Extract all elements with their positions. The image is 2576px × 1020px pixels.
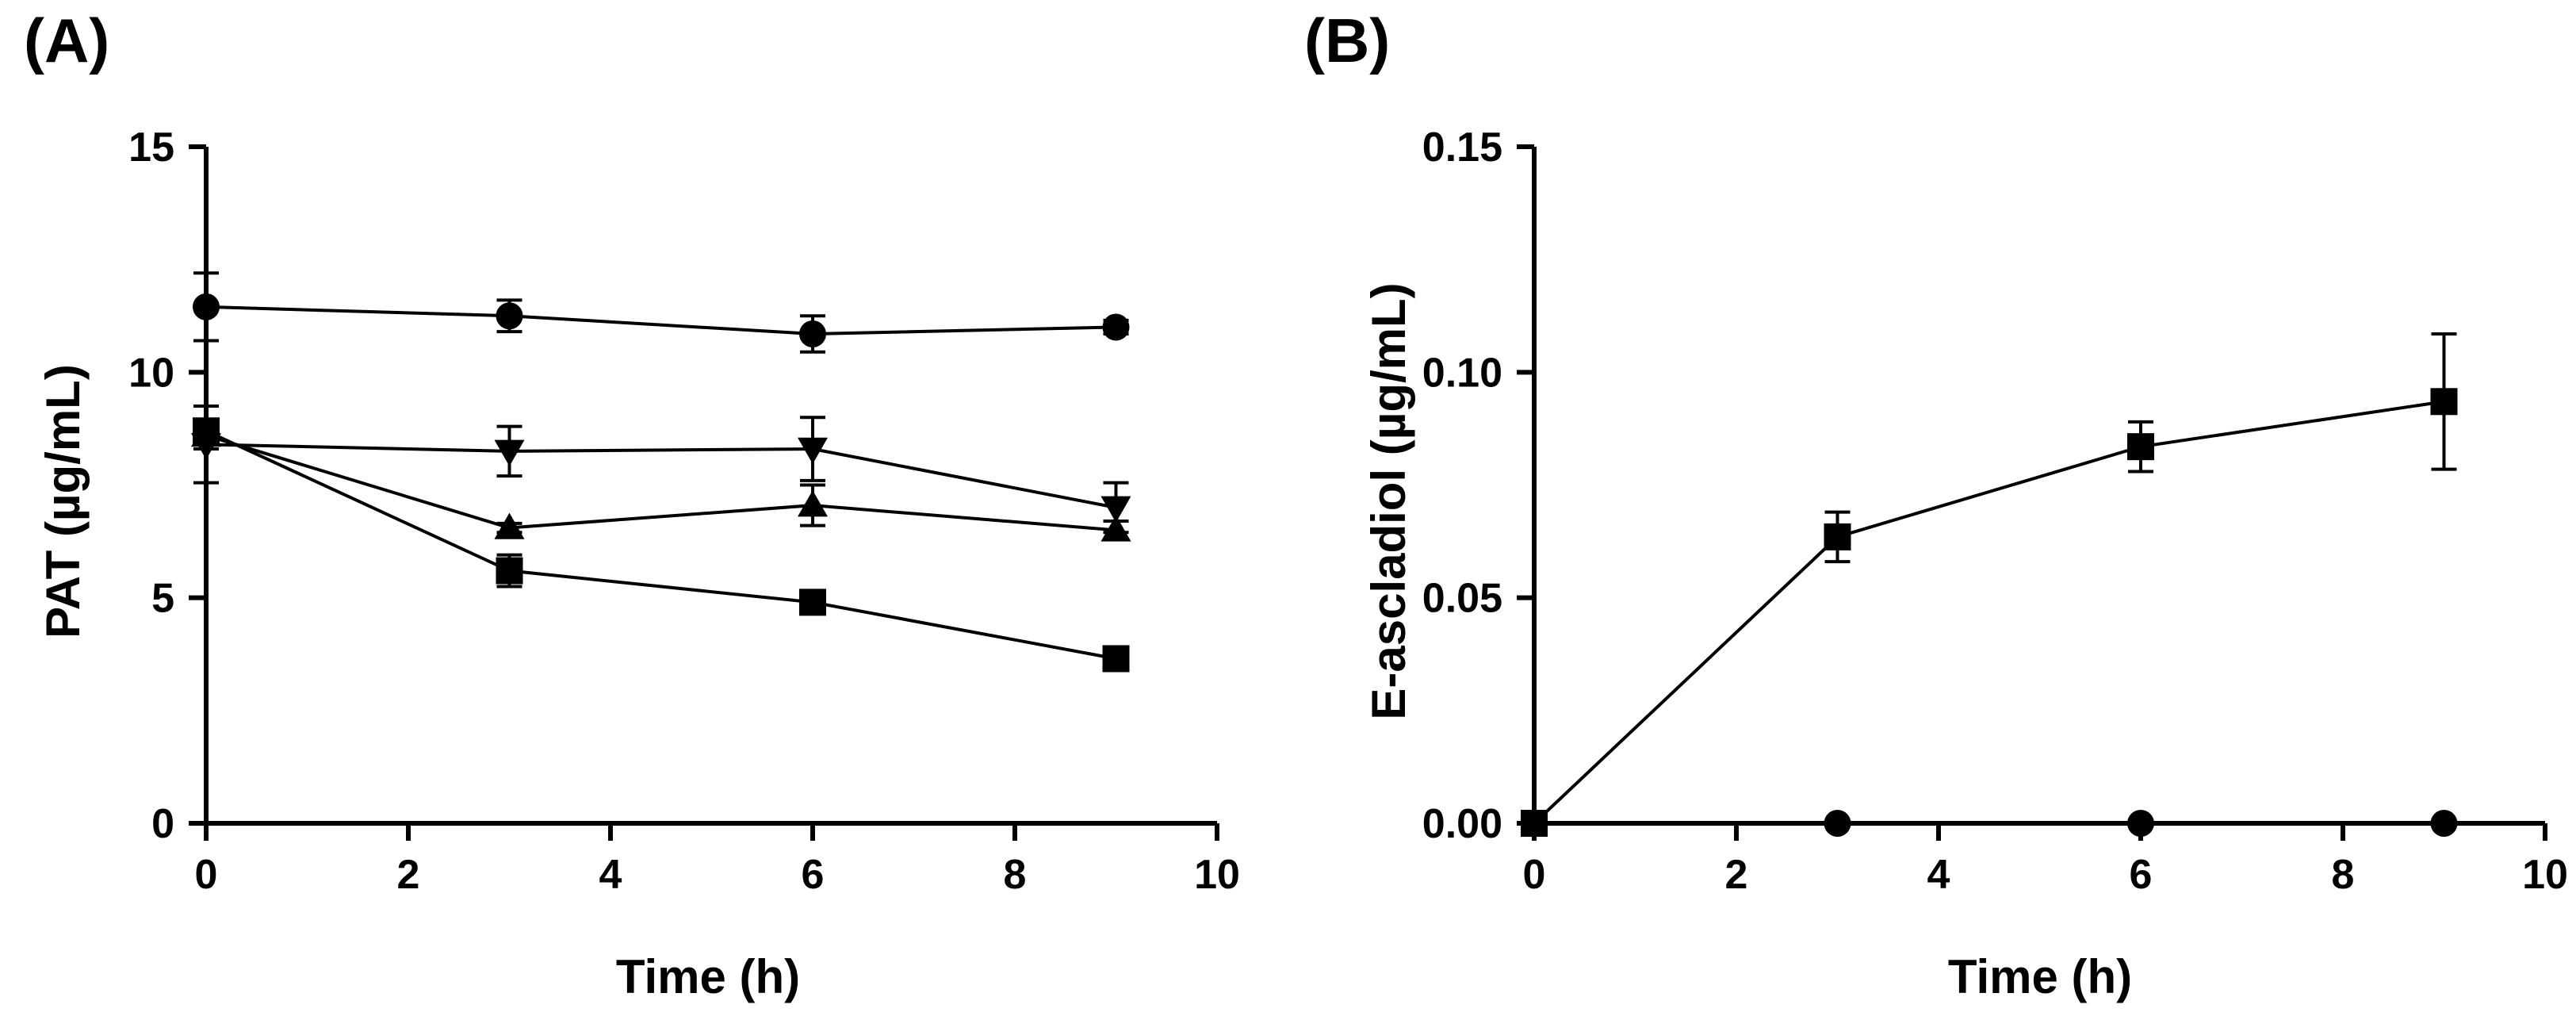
panel-a-series-triangle-up-point <box>494 512 525 539</box>
panel-a-series-square-point <box>496 557 523 585</box>
panel-a-x-tick-label: 0 <box>195 852 218 898</box>
panel-a-y-tick-label: 0 <box>151 801 174 847</box>
panel-b-series-circle <box>1521 810 2458 837</box>
panel-b-x-tick-label: 0 <box>1523 852 1546 898</box>
panel-a-x-tick-label: 4 <box>599 852 622 898</box>
panel-b-x-tick-label: 6 <box>2130 852 2153 898</box>
panel-b-label: (B) <box>1304 6 1390 75</box>
panel-a-y-tick-label: 15 <box>128 125 174 171</box>
panel-b-x-axis-title: Time (h) <box>1948 950 2132 1003</box>
panel-b-x-tick-label: 10 <box>2522 852 2568 898</box>
panel-a-y-axis-title: PAT (µg/mL) <box>36 364 90 638</box>
panel-a-x-tick-label: 2 <box>397 852 420 898</box>
panel-a-series-circle-point <box>799 320 826 347</box>
panel-a-series-square-point <box>1102 645 1130 673</box>
panel-b: (B) 0 2 4 6 8 10 0.00 0.05 0.10 0.15 Time (h) E-a… <box>1304 6 2568 1003</box>
panel-b-y-tick-label: 0.10 <box>1422 350 1502 396</box>
panel-b-y-tick-label: 0.00 <box>1422 801 1502 847</box>
panel-b-series-square-point <box>2430 388 2458 416</box>
panel-a-series-circle-line <box>205 305 1116 336</box>
panel-a: (A) 0 2 4 6 8 10 0 5 10 15 Time (h) PAT (µg/mL) <box>24 6 1240 1003</box>
panel-a-y-tick-label: 5 <box>151 576 174 622</box>
panel-a-series-circle-point <box>193 293 220 320</box>
panel-a-series-triangle-down-line <box>205 443 1116 509</box>
panel-b-y-tick-label: 0.15 <box>1422 125 1502 171</box>
panel-a-series-triangle-up-line <box>205 434 1116 532</box>
panel-a-x-axis-title: Time (h) <box>616 950 800 1003</box>
panel-b-series-circle-point <box>2127 810 2154 837</box>
panel-a-label: (A) <box>24 6 109 75</box>
panel-b-y-axis-title: E-ascladiol (µg/mL) <box>1362 282 1415 719</box>
panel-a-series-square-line <box>205 429 1116 661</box>
panel-b-series-circle-point <box>1824 810 1851 837</box>
panel-a-y-tick-label: 10 <box>128 350 174 396</box>
panel-a-plot: 0 2 4 6 8 10 0 5 10 15 <box>128 125 1240 898</box>
panel-b-x-tick-label: 4 <box>1927 852 1950 898</box>
panel-a-series-square-point <box>799 589 826 616</box>
panel-a-series-triangle-up-point <box>798 490 828 517</box>
panel-a-series-triangle-down <box>191 404 1131 535</box>
panel-a-series-triangle-down-point <box>798 437 828 465</box>
panel-a-series-circle-point <box>496 302 523 330</box>
panel-b-plot: 0 2 4 6 8 10 0.00 0.05 0.10 0.15 <box>1422 125 2568 898</box>
panel-b-series-square-point <box>1824 523 1851 550</box>
panel-a-series-triangle-down-point <box>1100 496 1131 523</box>
panel-b-series-square-point <box>2127 433 2154 461</box>
panel-b-series-square-line <box>1533 400 2444 825</box>
panel-a-series-square-point <box>193 417 220 445</box>
panel-a-series-circle <box>193 271 1130 354</box>
panel-a-x-tick-label: 10 <box>1194 852 1240 898</box>
panel-b-y-tick-label: 0.05 <box>1422 576 1502 622</box>
panel-b-series-circle-point <box>1521 810 1548 837</box>
panel-b-series-square <box>1521 332 2458 837</box>
panel-a-series-square <box>193 417 1130 673</box>
panel-a-x-tick-label: 6 <box>802 852 825 898</box>
panel-b-x-tick-label: 8 <box>2332 852 2355 898</box>
panel-b-series-circle-point <box>2430 810 2458 837</box>
panel-a-series-triangle-down-point <box>494 439 525 466</box>
panel-a-series-triangle-up-point <box>1100 515 1131 542</box>
panel-a-series-triangle-up <box>191 420 1131 542</box>
panel-b-x-tick-label: 2 <box>1725 852 1748 898</box>
panel-a-x-tick-label: 8 <box>1004 852 1027 898</box>
panel-a-series-circle-point <box>1102 313 1130 341</box>
